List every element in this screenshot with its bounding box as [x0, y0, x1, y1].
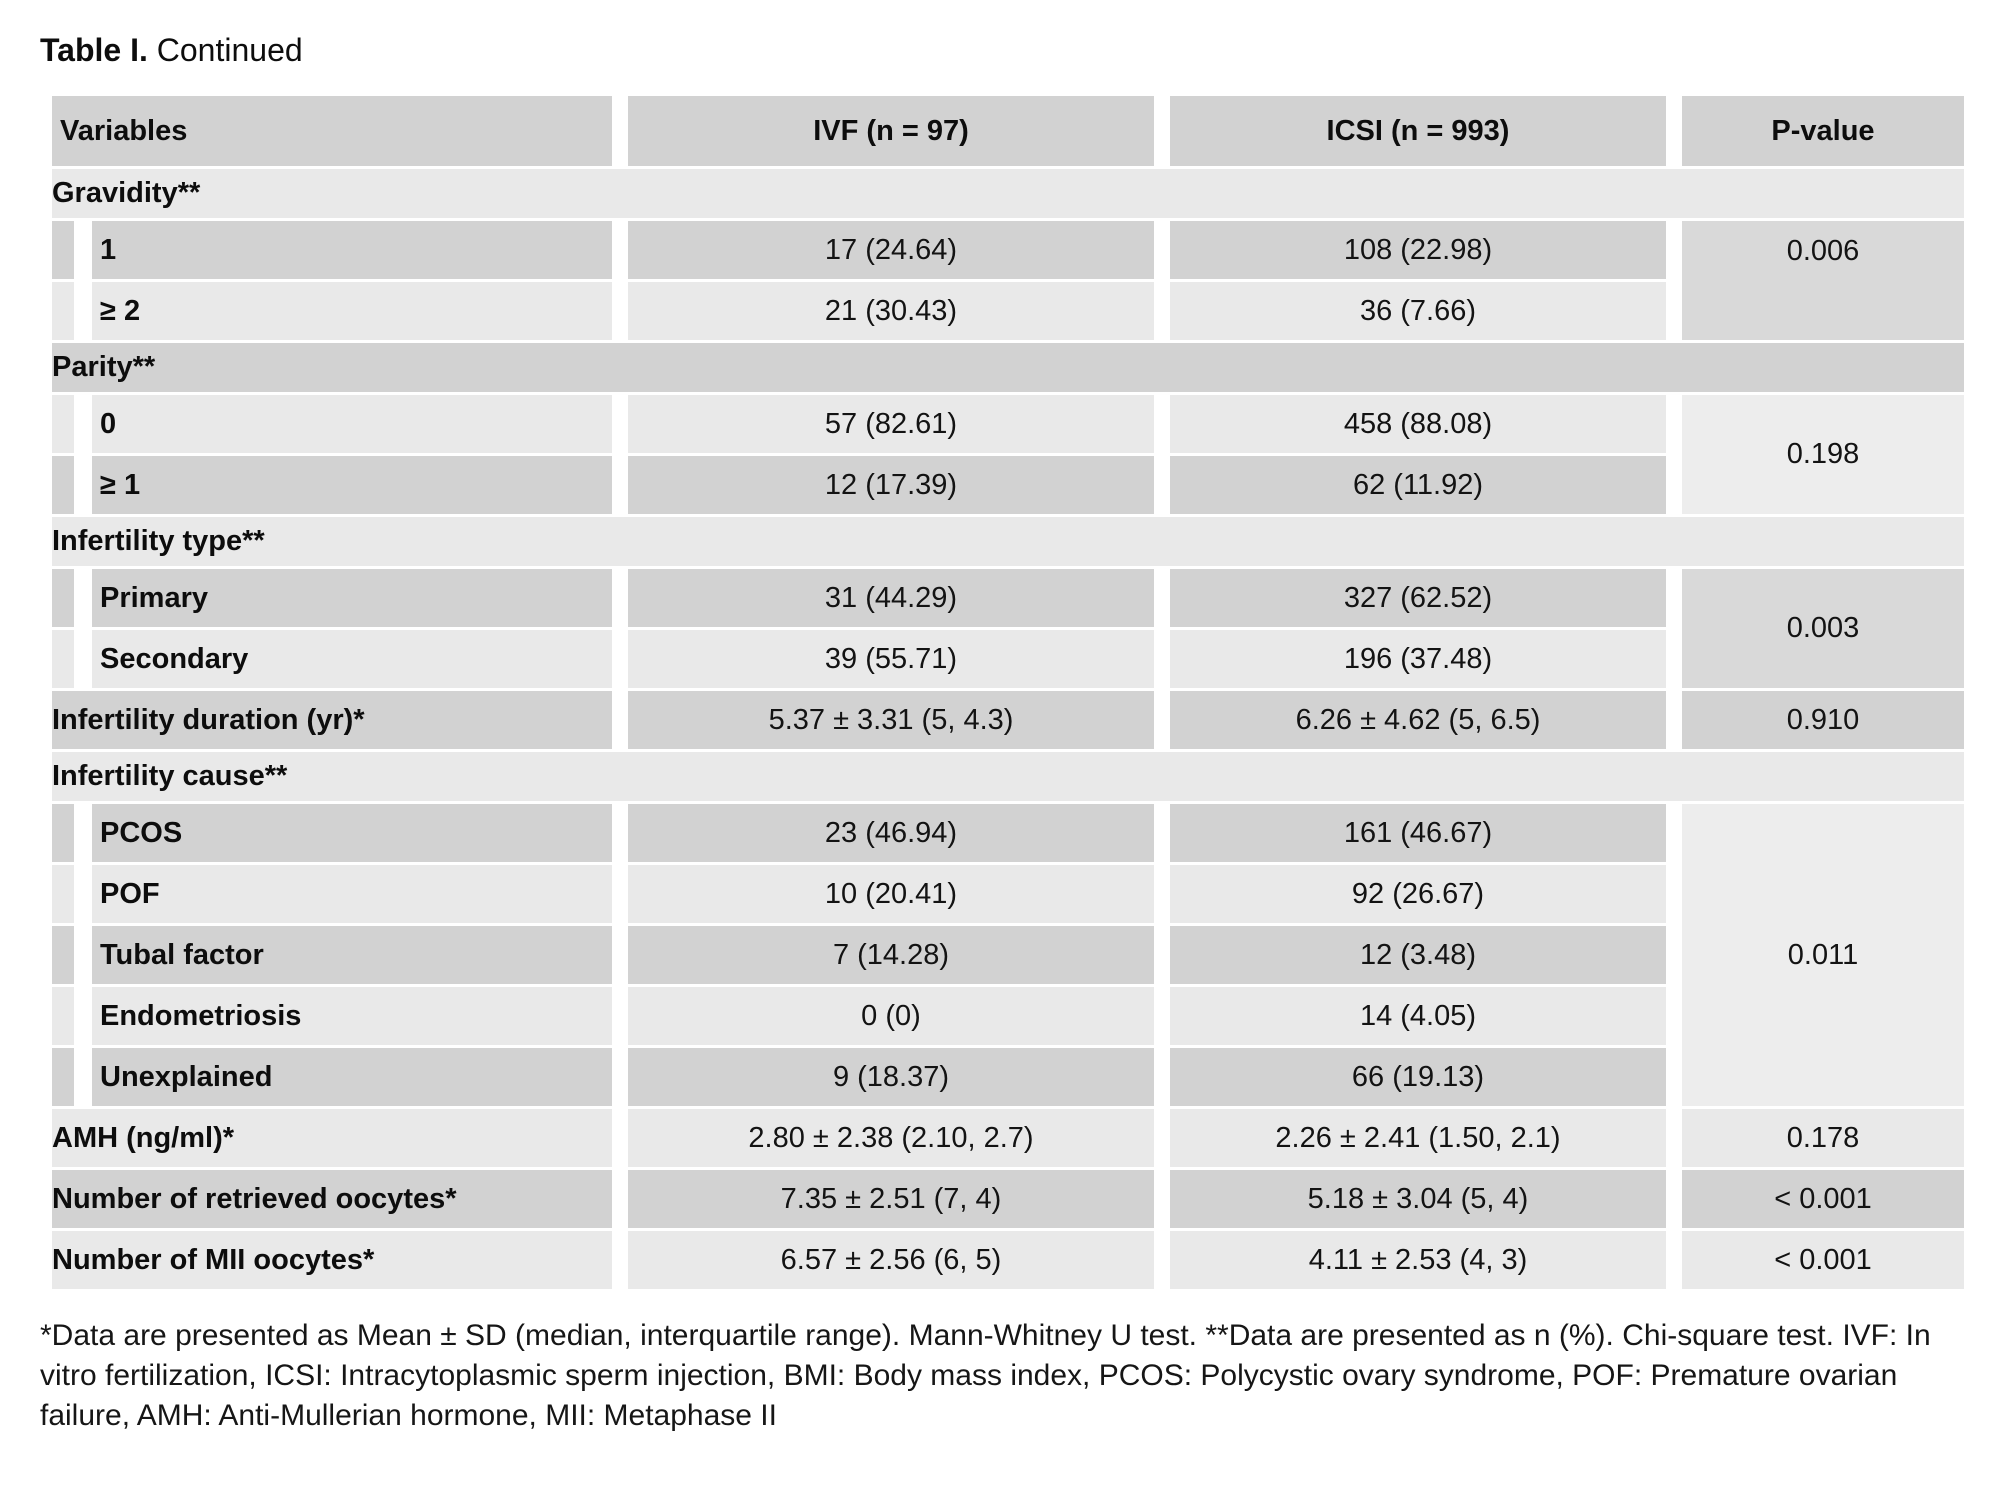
- variable-cell: Infertility duration (yr)*: [52, 691, 612, 752]
- variable-cell: ≥ 1: [52, 456, 612, 517]
- section-row: Infertility type**: [52, 517, 1964, 569]
- table-row: Unexplained 9 (18.37) 66 (19.13): [52, 1048, 1964, 1109]
- table-row: ≥ 2 21 (30.43) 36 (7.66): [52, 282, 1964, 343]
- icsi-value-cell: 6.26 ± 4.62 (5, 6.5): [1154, 691, 1666, 752]
- table-row: Secondary 39 (55.71) 196 (37.48): [52, 630, 1964, 691]
- p-value-cell: 0.178: [1666, 1109, 1964, 1170]
- section-label: Parity**: [52, 343, 1964, 395]
- section-label: Infertility cause**: [52, 752, 1964, 804]
- table-title-continued: Continued: [147, 32, 303, 68]
- table-footnote: *Data are presented as Mean ± SD (median…: [40, 1319, 1931, 1432]
- ivf-value-cell: 0 (0): [612, 987, 1154, 1048]
- table-row: Number of retrieved oocytes* 7.35 ± 2.51 …: [52, 1170, 1964, 1231]
- variable-cell: ≥ 2: [52, 282, 612, 343]
- variable-cell: AMH (ng/ml)*: [52, 1109, 612, 1170]
- variable-cell: Endometriosis: [52, 987, 612, 1048]
- column-header-icsi: ICSI (n = 993): [1154, 96, 1666, 169]
- ivf-value-cell: 57 (82.61): [612, 395, 1154, 456]
- section-label: Gravidity**: [52, 169, 1964, 221]
- ivf-value-cell: 7 (14.28): [612, 926, 1154, 987]
- p-value-cell: 0.910: [1666, 691, 1964, 752]
- p-value-cell: 0.006: [1666, 221, 1964, 343]
- table-row: Primary 31 (44.29) 327 (62.52) 0.003: [52, 569, 1964, 691]
- section-row: Infertility cause**: [52, 752, 1964, 804]
- ivf-value-cell: 5.37 ± 3.31 (5, 4.3): [612, 691, 1154, 752]
- variable-cell: Tubal factor: [52, 926, 612, 987]
- icsi-value-cell: 66 (19.13): [1154, 1048, 1666, 1109]
- ivf-value-cell: 2.80 ± 2.38 (2.10, 2.7): [612, 1109, 1154, 1170]
- table-row: AMH (ng/ml)* 2.80 ± 2.38 (2.10, 2.7) 2.26 …: [52, 1109, 1964, 1170]
- column-header-ivf: IVF (n = 97): [612, 96, 1154, 169]
- table-title: Table I. Continued: [40, 30, 2000, 70]
- icsi-value-cell: 4.11 ± 2.53 (4, 3): [1154, 1231, 1666, 1292]
- column-header-pvalue: P-value: [1666, 96, 1964, 169]
- ivf-value-cell: 31 (44.29): [612, 569, 1154, 630]
- variable-cell: Number of MII oocytes*: [52, 1231, 612, 1292]
- section-label: Infertility type**: [52, 517, 1964, 569]
- table-row: 0 57 (82.61) 458 (88.08) 0.198: [52, 395, 1964, 517]
- ivf-value-cell: 17 (24.64): [612, 221, 1154, 282]
- p-value-cell: < 0.001: [1666, 1170, 1964, 1231]
- column-header-variables: Variables: [52, 96, 612, 169]
- variable-cell: PCOS: [52, 804, 612, 865]
- table-body: Gravidity** 1 17 (24.64) 108 (22.98) 0.006 ≥ …: [52, 169, 1964, 1292]
- icsi-value-cell: 108 (22.98): [1154, 221, 1666, 282]
- variable-cell: Unexplained: [52, 1048, 612, 1109]
- icsi-value-cell: 2.26 ± 2.41 (1.50, 2.1): [1154, 1109, 1666, 1170]
- p-value-cell: 0.011: [1666, 804, 1964, 1109]
- ivf-value-cell: 12 (17.39): [612, 456, 1154, 517]
- variable-cell: Primary: [52, 569, 612, 630]
- icsi-value-cell: 12 (3.48): [1154, 926, 1666, 987]
- table-row: PCOS 23 (46.94) 161 (46.67) 0.011: [52, 804, 1964, 1109]
- icsi-value-cell: 458 (88.08): [1154, 395, 1666, 456]
- ivf-value-cell: 7.35 ± 2.51 (7, 4): [612, 1170, 1154, 1231]
- page: Table I. Continued Variables IVF (n = 97…: [40, 30, 2000, 1432]
- ivf-value-cell: 10 (20.41): [612, 865, 1154, 926]
- table-row: POF 10 (20.41) 92 (26.67): [52, 865, 1964, 926]
- table-row: Tubal factor 7 (14.28) 12 (3.48): [52, 926, 1964, 987]
- table-row: 1 17 (24.64) 108 (22.98) 0.006: [52, 221, 1964, 343]
- variable-cell: 0: [52, 395, 612, 456]
- variable-cell: 1: [52, 221, 612, 282]
- table-row: ≥ 1 12 (17.39) 62 (11.92): [52, 456, 1964, 517]
- icsi-value-cell: 327 (62.52): [1154, 569, 1666, 630]
- table-header-row: Variables IVF (n = 97) ICSI (n = 993) P-…: [52, 96, 1964, 169]
- table-title-number: Table I.: [40, 32, 148, 68]
- section-row: Gravidity**: [52, 169, 1964, 221]
- icsi-value-cell: 196 (37.48): [1154, 630, 1666, 691]
- p-value-cell: 0.003: [1666, 569, 1964, 691]
- ivf-value-cell: 9 (18.37): [612, 1048, 1154, 1109]
- ivf-value-cell: 21 (30.43): [612, 282, 1154, 343]
- ivf-value-cell: 6.57 ± 2.56 (6, 5): [612, 1231, 1154, 1292]
- icsi-value-cell: 5.18 ± 3.04 (5, 4): [1154, 1170, 1666, 1231]
- ivf-value-cell: 39 (55.71): [612, 630, 1154, 691]
- table-row: Endometriosis 0 (0) 14 (4.05): [52, 987, 1964, 1048]
- table-row: Number of MII oocytes* 6.57 ± 2.56 (6, 5)…: [52, 1231, 1964, 1292]
- p-value-cell: 0.198: [1666, 395, 1964, 517]
- section-row: Parity**: [52, 343, 1964, 395]
- icsi-value-cell: 161 (46.67): [1154, 804, 1666, 865]
- icsi-value-cell: 62 (11.92): [1154, 456, 1666, 517]
- icsi-value-cell: 92 (26.67): [1154, 865, 1666, 926]
- variable-cell: Number of retrieved oocytes*: [52, 1170, 612, 1231]
- clinical-comparison-table: Variables IVF (n = 97) ICSI (n = 993) P-…: [52, 96, 1964, 1292]
- variable-cell: Secondary: [52, 630, 612, 691]
- ivf-value-cell: 23 (46.94): [612, 804, 1154, 865]
- table-row: Infertility duration (yr)* 5.37 ± 3.31 (5…: [52, 691, 1964, 752]
- variable-cell: POF: [52, 865, 612, 926]
- icsi-value-cell: 36 (7.66): [1154, 282, 1666, 343]
- icsi-value-cell: 14 (4.05): [1154, 987, 1666, 1048]
- p-value-cell: < 0.001: [1666, 1231, 1964, 1292]
